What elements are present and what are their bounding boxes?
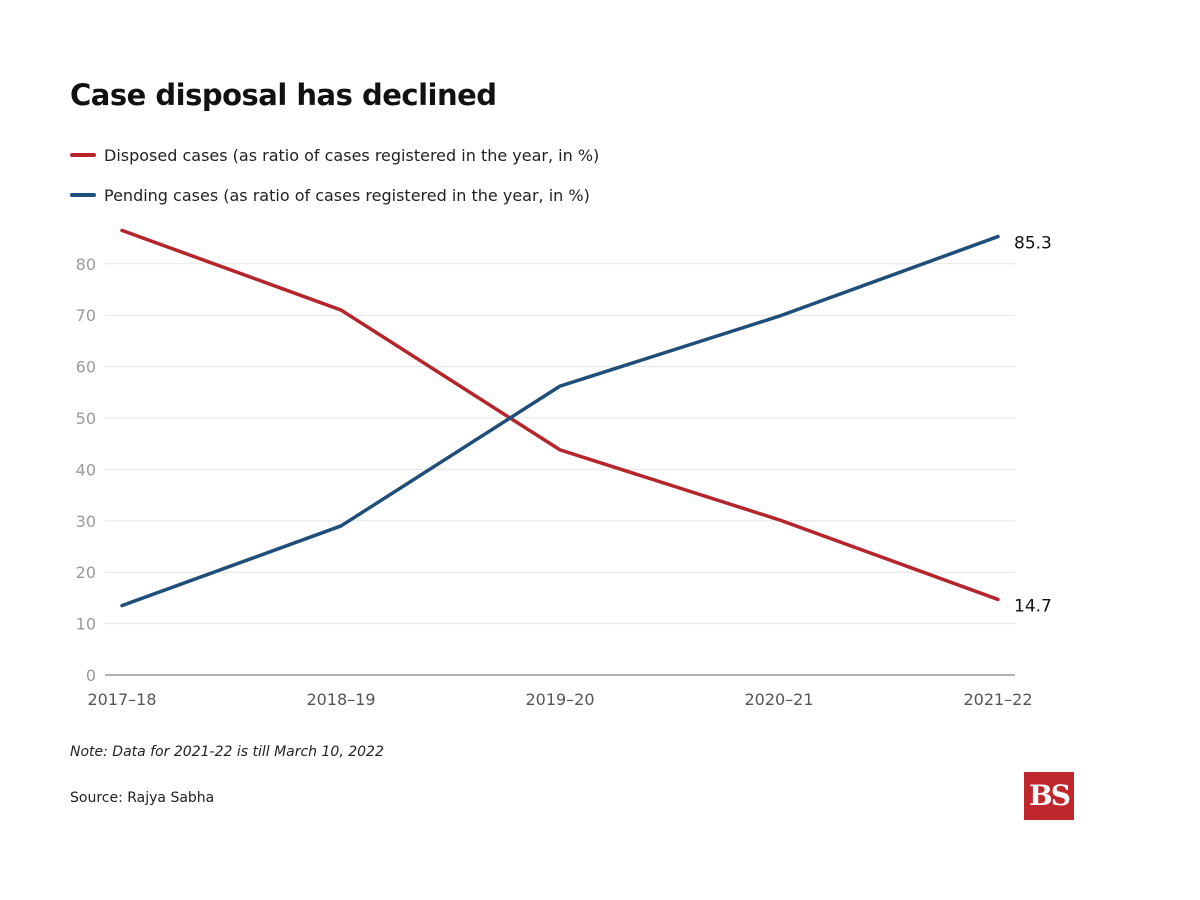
x-tick-label-2021-22: 2021–22 — [963, 690, 1032, 709]
x-tick-label-2017-18: 2017–18 — [87, 690, 156, 709]
y-tick-label-10: 10 — [76, 615, 96, 634]
x-tick-label-2018-19: 2018–19 — [306, 690, 375, 709]
chart-title: Case disposal has declined — [70, 78, 497, 112]
chart-source: Source: Rajya Sabha — [70, 790, 215, 806]
end-label-disposed: 14.7 — [1014, 596, 1052, 616]
y-tick-label-50: 50 — [76, 409, 96, 428]
legend-swatch-disposed — [70, 153, 96, 157]
legend-swatch-pending — [70, 193, 96, 197]
y-tick-label-40: 40 — [76, 460, 96, 479]
legend-item-disposed: Disposed cases (as ratio of cases regist… — [70, 143, 599, 167]
end-label-pending: 85.3 — [1014, 234, 1052, 254]
x-tick-label-2020-21: 2020–21 — [744, 690, 813, 709]
y-tick-label-70: 70 — [76, 306, 96, 325]
chart-legend: Disposed cases (as ratio of cases regist… — [70, 143, 599, 223]
legend-label-disposed: Disposed cases (as ratio of cases regist… — [104, 145, 600, 165]
chart-note: Note: Data for 2021-22 is till March 10,… — [70, 744, 384, 760]
y-tick-label-30: 30 — [76, 512, 96, 531]
y-tick-label-60: 60 — [76, 358, 96, 377]
x-tick-label-2019-20: 2019–20 — [525, 690, 594, 709]
y-tick-label-0: 0 — [86, 666, 96, 685]
y-tick-label-80: 80 — [76, 255, 96, 274]
legend-item-pending: Pending cases (as ratio of cases registe… — [70, 183, 599, 207]
legend-label-pending: Pending cases (as ratio of cases registe… — [104, 185, 590, 205]
y-tick-label-20: 20 — [76, 563, 96, 582]
bs-logo: BS — [1024, 772, 1074, 820]
